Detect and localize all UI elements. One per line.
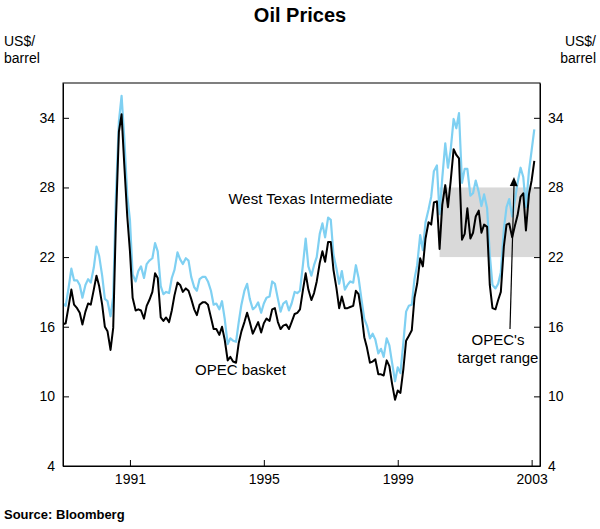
tick-label: 16 xyxy=(548,319,564,335)
tick-mark xyxy=(532,460,533,466)
title: Oil Prices xyxy=(254,4,346,26)
axis-unit-line: barrel xyxy=(4,50,40,66)
plot: 19911995199920034101622283441016222834We… xyxy=(39,83,563,487)
axis-line xyxy=(63,84,64,467)
tick-label: 34 xyxy=(548,110,564,126)
tick-label: 2003 xyxy=(517,471,548,487)
annotation-text: OPEC'starget range xyxy=(458,331,539,366)
tick: 10 xyxy=(534,388,564,404)
tick: 22 xyxy=(534,249,564,265)
tick-label: 22 xyxy=(548,249,564,265)
tick-mark xyxy=(534,327,540,328)
tick-label: 28 xyxy=(548,179,564,195)
tick: 34 xyxy=(39,110,69,126)
tick: 22 xyxy=(39,249,69,265)
tick-mark xyxy=(63,396,69,397)
source: Source: Bloomberg xyxy=(4,507,125,522)
axis-line xyxy=(64,466,541,467)
tick: 10 xyxy=(39,388,69,404)
tick-mark xyxy=(130,460,131,466)
tick-label: 28 xyxy=(39,179,55,195)
y2-axis: 4 10 16 22 28 34 xyxy=(534,84,564,474)
tick-mark xyxy=(63,187,69,188)
tick-label: 16 xyxy=(39,319,55,335)
tick-label: 1995 xyxy=(249,471,280,487)
tick-label: 1999 xyxy=(383,471,414,487)
annotation-arrowhead xyxy=(510,177,518,186)
tick: 1999 xyxy=(383,460,414,487)
tick: 28 xyxy=(534,179,564,195)
tick-mark xyxy=(63,327,69,328)
frame xyxy=(63,83,540,466)
tick-mark xyxy=(63,466,69,467)
axis-line xyxy=(540,84,541,467)
tick-label: 10 xyxy=(548,388,564,404)
axis-unit-line: US$/ xyxy=(565,33,596,49)
axis-unit-line: barrel xyxy=(560,50,596,66)
annotation-line: target range xyxy=(458,349,539,366)
tick-mark xyxy=(534,257,540,258)
annotation-line: OPEC's xyxy=(472,331,525,348)
tick: 2003 xyxy=(517,460,548,487)
y-axis: 4 10 16 22 28 34 xyxy=(39,84,69,474)
annotation-arrow xyxy=(510,185,514,329)
tick-mark xyxy=(264,460,265,466)
tick-mark xyxy=(534,118,540,119)
tick-label: 34 xyxy=(39,110,55,126)
tick-label: 10 xyxy=(39,388,55,404)
tick-mark xyxy=(534,187,540,188)
tick: 1991 xyxy=(115,460,146,487)
tick-mark xyxy=(534,396,540,397)
tick: 34 xyxy=(534,110,564,126)
tick-mark xyxy=(63,118,69,119)
tick-label: 22 xyxy=(39,249,55,265)
tick: 16 xyxy=(534,319,564,335)
tick-mark xyxy=(534,466,540,467)
tick: 16 xyxy=(39,319,69,335)
tick: 4 xyxy=(47,458,69,474)
tick-label: 4 xyxy=(548,458,556,474)
chart: Oil Prices199119951999200341016222834410… xyxy=(0,0,600,529)
axis-unit: US$/barrel xyxy=(560,33,596,66)
tick: 1995 xyxy=(249,460,280,487)
tick-label: 1991 xyxy=(115,471,146,487)
series-label: West Texas Intermediate xyxy=(228,190,393,207)
tick-mark xyxy=(63,257,69,258)
tick: 4 xyxy=(534,458,556,474)
x-axis: 1991 1995 1999 2003 xyxy=(64,460,548,487)
marks xyxy=(63,96,540,400)
tick: 28 xyxy=(39,179,69,195)
axis-unit-line: US$/ xyxy=(4,33,35,49)
axis-unit: US$/barrel xyxy=(4,33,40,66)
tick-label: 4 xyxy=(47,458,55,474)
series-label: OPEC basket xyxy=(195,361,287,378)
tick-mark xyxy=(398,460,399,466)
